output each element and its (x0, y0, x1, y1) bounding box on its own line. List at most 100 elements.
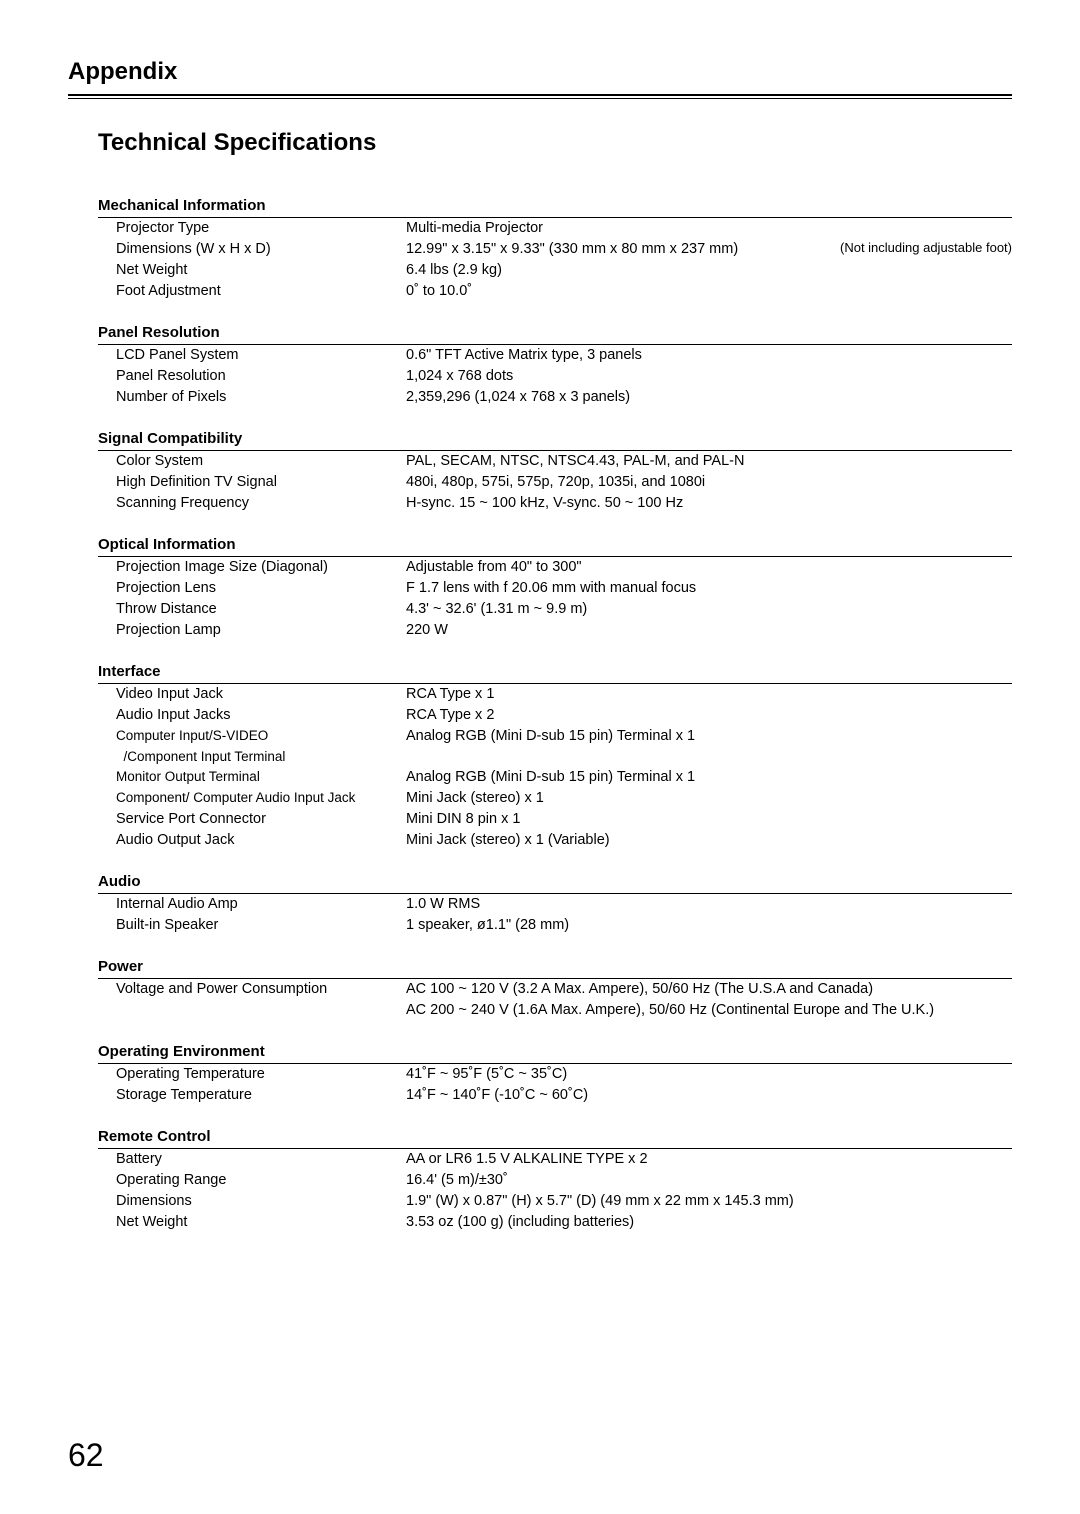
chapter-rule (68, 98, 1012, 99)
spec-row: Panel Resolution1,024 x 768 dots (98, 366, 1012, 387)
spec-row: Operating Range16.4' (5 m)/±30˚ (98, 1170, 1012, 1191)
spec-row: Monitor Output TerminalAnalog RGB (Mini … (98, 767, 1012, 788)
spec-row: /Component Input Terminal (98, 747, 1012, 767)
spec-label: Computer Input/S-VIDEO (116, 726, 406, 747)
spec-value: PAL, SECAM, NTSC, NTSC4.43, PAL-M, and P… (406, 451, 1012, 472)
spec-row: Number of Pixels2,359,296 (1,024 x 768 x… (98, 387, 1012, 408)
spec-row: Audio Input JacksRCA Type x 2 (98, 705, 1012, 726)
spec-label: Projection Lens (116, 578, 406, 599)
spec-label: Service Port Connector (116, 809, 406, 830)
spec-value: 14˚F ~ 140˚F (-10˚C ~ 60˚C) (406, 1085, 1012, 1106)
spec-row: Net Weight6.4 lbs (2.9 kg) (98, 260, 1012, 281)
section-head: Operating Environment (98, 1043, 1012, 1064)
spec-value: 41˚F ~ 95˚F (5˚C ~ 35˚C) (406, 1064, 1012, 1085)
spec-value: 0˚ to 10.0˚ (406, 281, 1012, 302)
spec-value: AC 200 ~ 240 V (1.6A Max. Ampere), 50/60… (406, 1000, 1012, 1021)
section-head: Remote Control (98, 1128, 1012, 1149)
spec-value: F 1.7 lens with f 20.06 mm with manual f… (406, 578, 1012, 599)
spec-row: Computer Input/S-VIDEOAnalog RGB (Mini D… (98, 726, 1012, 747)
spec-row: Built-in Speaker1 speaker, ø1.1" (28 mm) (98, 915, 1012, 936)
spec-value: 1,024 x 768 dots (406, 366, 1012, 387)
spec-value: Mini Jack (stereo) x 1 (406, 788, 1012, 809)
page: Appendix Technical Specifications Mechan… (0, 0, 1080, 1514)
spec-label: Throw Distance (116, 599, 406, 620)
spec-row: Projection LensF 1.7 lens with f 20.06 m… (98, 578, 1012, 599)
spec-value: 16.4' (5 m)/±30˚ (406, 1170, 1012, 1191)
spec-row: AC 200 ~ 240 V (1.6A Max. Ampere), 50/60… (98, 1000, 1012, 1021)
spec-value: H-sync. 15 ~ 100 kHz, V-sync. 50 ~ 100 H… (406, 493, 1012, 514)
spec-row: Voltage and Power ConsumptionAC 100 ~ 12… (98, 979, 1012, 1000)
spec-value: Adjustable from 40" to 300" (406, 557, 1012, 578)
section-head: Power (98, 958, 1012, 979)
spec-label: High Definition TV Signal (116, 472, 406, 493)
chapter-title: Appendix (68, 58, 1012, 96)
spec-label: Net Weight (116, 1212, 406, 1233)
spec-row: BatteryAA or LR6 1.5 V ALKALINE TYPE x 2 (98, 1149, 1012, 1170)
spec-row: Dimensions1.9" (W) x 0.87" (H) x 5.7" (D… (98, 1191, 1012, 1212)
spec-row: Storage Temperature14˚F ~ 140˚F (-10˚C ~… (98, 1085, 1012, 1106)
spec-row: Audio Output JackMini Jack (stereo) x 1 … (98, 830, 1012, 851)
spec-value: 6.4 lbs (2.9 kg) (406, 260, 1012, 281)
section-head: Signal Compatibility (98, 430, 1012, 451)
spec-label: /Component Input Terminal (116, 747, 406, 767)
section-head: Mechanical Information (98, 197, 1012, 218)
spec-value (406, 747, 1012, 767)
spec-label: Monitor Output Terminal (116, 767, 406, 788)
spec-note: (Not including adjustable foot) (840, 239, 1012, 260)
spec-label: Storage Temperature (116, 1085, 406, 1106)
spec-label: Number of Pixels (116, 387, 406, 408)
spec-label: Net Weight (116, 260, 406, 281)
spec-value: 480i, 480p, 575i, 575p, 720p, 1035i, and… (406, 472, 1012, 493)
spec-value: 220 W (406, 620, 1012, 641)
spec-label: Projection Image Size (Diagonal) (116, 557, 406, 578)
spec-row: Dimensions (W x H x D)12.99" x 3.15" x 9… (98, 239, 1012, 260)
spec-value: 2,359,296 (1,024 x 768 x 3 panels) (406, 387, 1012, 408)
spec-label: Built-in Speaker (116, 915, 406, 936)
spec-row: High Definition TV Signal480i, 480p, 575… (98, 472, 1012, 493)
spec-value: RCA Type x 1 (406, 684, 1012, 705)
spec-label: Operating Range (116, 1170, 406, 1191)
spec-row: Projection Image Size (Diagonal)Adjustab… (98, 557, 1012, 578)
spec-label: LCD Panel System (116, 345, 406, 366)
page-number: 62 (68, 1437, 104, 1474)
spec-row: Foot Adjustment0˚ to 10.0˚ (98, 281, 1012, 302)
spec-label (116, 1000, 406, 1021)
spec-label: Battery (116, 1149, 406, 1170)
spec-value: 0.6" TFT Active Matrix type, 3 panels (406, 345, 1012, 366)
spec-row: Throw Distance4.3' ~ 32.6' (1.31 m ~ 9.9… (98, 599, 1012, 620)
spec-value: AC 100 ~ 120 V (3.2 A Max. Ampere), 50/6… (406, 979, 1012, 1000)
section-head: Optical Information (98, 536, 1012, 557)
section-head: Panel Resolution (98, 324, 1012, 345)
spec-label: Scanning Frequency (116, 493, 406, 514)
spec-label: Foot Adjustment (116, 281, 406, 302)
spec-value: 1.0 W RMS (406, 894, 1012, 915)
spec-row: Internal Audio Amp1.0 W RMS (98, 894, 1012, 915)
spec-row: Projector TypeMulti-media Projector (98, 218, 1012, 239)
spec-label: Audio Input Jacks (116, 705, 406, 726)
spec-value: Analog RGB (Mini D-sub 15 pin) Terminal … (406, 726, 1012, 747)
spec-row: Operating Temperature41˚F ~ 95˚F (5˚C ~ … (98, 1064, 1012, 1085)
spec-label: Video Input Jack (116, 684, 406, 705)
spec-content: Mechanical InformationProjector TypeMult… (98, 197, 1012, 1233)
spec-label: Operating Temperature (116, 1064, 406, 1085)
spec-label: Projector Type (116, 218, 406, 239)
spec-row: Projection Lamp220 W (98, 620, 1012, 641)
spec-value: Mini Jack (stereo) x 1 (Variable) (406, 830, 1012, 851)
spec-row: Component/ Computer Audio Input JackMini… (98, 788, 1012, 809)
spec-value: 1.9" (W) x 0.87" (H) x 5.7" (D) (49 mm x… (406, 1191, 1012, 1212)
spec-label: Color System (116, 451, 406, 472)
spec-row: Service Port ConnectorMini DIN 8 pin x 1 (98, 809, 1012, 830)
spec-label: Voltage and Power Consumption (116, 979, 406, 1000)
section-head: Audio (98, 873, 1012, 894)
spec-row: LCD Panel System0.6" TFT Active Matrix t… (98, 345, 1012, 366)
spec-label: Component/ Computer Audio Input Jack (116, 788, 406, 809)
spec-value: 1 speaker, ø1.1" (28 mm) (406, 915, 1012, 936)
section-head: Interface (98, 663, 1012, 684)
spec-value: 4.3' ~ 32.6' (1.31 m ~ 9.9 m) (406, 599, 1012, 620)
spec-value: 3.53 oz (100 g) (including batteries) (406, 1212, 1012, 1233)
page-title: Technical Specifications (98, 129, 1012, 157)
spec-label: Projection Lamp (116, 620, 406, 641)
spec-label: Internal Audio Amp (116, 894, 406, 915)
spec-value: AA or LR6 1.5 V ALKALINE TYPE x 2 (406, 1149, 1012, 1170)
spec-label: Panel Resolution (116, 366, 406, 387)
